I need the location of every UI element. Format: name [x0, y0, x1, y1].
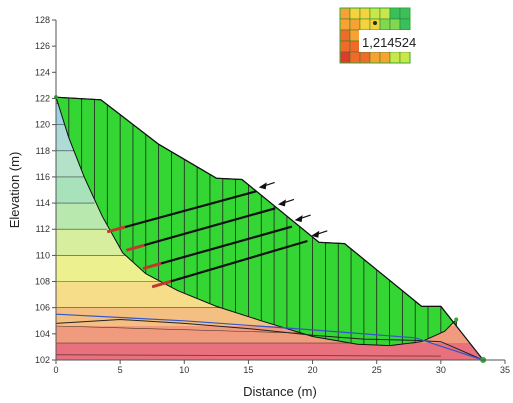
slip-exit-marker	[454, 317, 459, 322]
x-tick-label: 10	[179, 365, 189, 375]
fos-grid-cell	[399, 18, 411, 31]
fos-grid-cell	[369, 51, 381, 64]
contour-line	[55, 354, 441, 357]
anchor-bond	[126, 243, 145, 252]
fos-grid-cell	[339, 18, 351, 31]
fos-grid-cell	[359, 51, 371, 64]
y-tick-label: 108	[35, 277, 50, 287]
x-tick-label: 0	[53, 365, 58, 375]
fos-grid-cell	[349, 29, 361, 42]
anchor-bond	[151, 279, 172, 289]
fos-grid-cell	[389, 7, 401, 20]
fos-grid-cell	[339, 7, 351, 20]
y-tick-label: 118	[36, 146, 50, 156]
arrow-head	[258, 182, 267, 190]
anchor-line	[126, 207, 276, 252]
y-tick-label: 120	[35, 120, 50, 130]
x-tick-label: 25	[372, 365, 382, 375]
fos-grid-cell	[359, 7, 371, 20]
anchor-line	[151, 239, 308, 288]
x-tick-label: 5	[118, 365, 123, 375]
fos-grid-cell	[399, 51, 411, 64]
anchor-bond	[142, 261, 162, 270]
contour-band	[56, 97, 484, 125]
water-table-line	[55, 313, 484, 361]
y-tick-label: 106	[35, 303, 50, 313]
y-tick-label: 102	[35, 355, 50, 365]
fos-grid-cell	[339, 29, 351, 42]
anchors	[106, 190, 308, 289]
fos-grid-cell	[379, 51, 391, 64]
layer-boundary-line	[55, 318, 484, 361]
plot-area	[54, 95, 487, 363]
load-arrow-icon	[258, 181, 275, 190]
fos-grid-cell	[389, 51, 401, 64]
y-tick-label: 116	[36, 172, 50, 182]
factor-of-safety: 1,214524	[362, 35, 416, 50]
fos-label-bg	[359, 30, 429, 52]
y-tick-label: 128	[35, 15, 50, 25]
y-tick-label: 110	[36, 250, 50, 260]
y-tick-label: 114	[36, 198, 50, 208]
y-tick-label: 126	[35, 41, 50, 51]
y-axis-title: Elevation (m)	[7, 152, 22, 229]
x-tick-label: 20	[308, 365, 318, 375]
x-tick-label: 15	[243, 365, 253, 375]
fos-grid-cell	[369, 7, 381, 20]
anchor-bond	[106, 225, 126, 234]
y-tick-label: 122	[35, 93, 50, 103]
fos-grid-cell	[339, 51, 351, 64]
load-arrow-icon	[277, 198, 295, 207]
axes: 0 5 10 15 20 25 30 35 102 104 106 108 110 112 114 116 11…	[35, 15, 510, 375]
fos-grid-cell	[349, 18, 361, 31]
slice-lines	[68, 97, 442, 346]
boundary-lines	[54, 95, 487, 363]
arrow-head	[277, 199, 286, 207]
fos-grid-cell	[389, 18, 401, 31]
anchor-line	[142, 225, 293, 270]
fos-grid-cell	[379, 7, 391, 20]
y-tick-label: 112	[36, 224, 50, 234]
fos-grid-cell	[349, 40, 361, 53]
y-tick-label: 104	[35, 329, 50, 339]
arrow-head	[311, 230, 320, 238]
anchor-line	[107, 190, 257, 233]
search-grid-box: 1,214524	[339, 7, 429, 64]
fos-critical-center	[373, 21, 377, 25]
contour-line	[55, 325, 326, 335]
load-arrows	[258, 181, 328, 238]
fos-grid-cell	[349, 51, 361, 64]
fos-grid-cell	[399, 7, 411, 20]
fos-grid-cell	[359, 18, 371, 31]
x-tick-label: 30	[436, 365, 446, 375]
load-arrow-icon	[311, 230, 328, 238]
y-tick-label: 124	[35, 67, 50, 77]
fos-grid-cell	[349, 7, 361, 20]
load-arrow-icon	[294, 214, 311, 223]
ground-surface-line	[55, 96, 484, 361]
fos-grid-cell	[339, 40, 351, 53]
x-axis-title: Distance (m)	[243, 384, 317, 399]
x-tick-label: 35	[500, 365, 510, 375]
arrow-head	[294, 215, 303, 223]
fos-grid-cell	[379, 18, 391, 31]
